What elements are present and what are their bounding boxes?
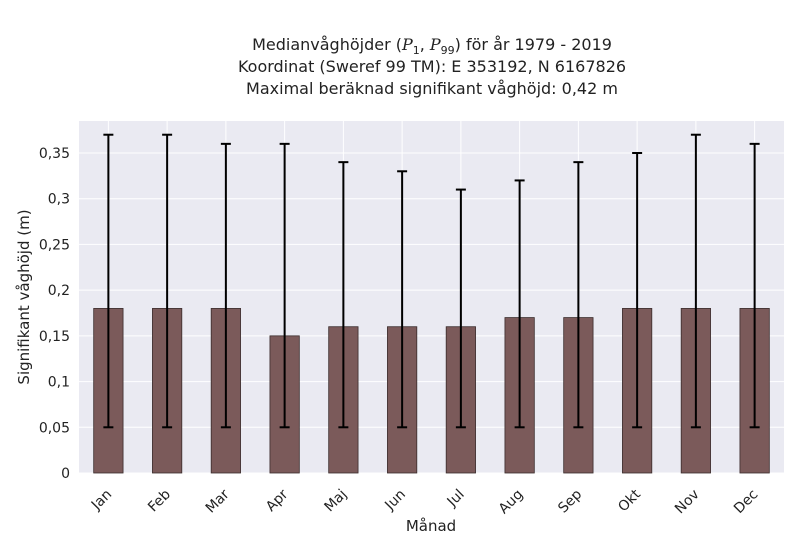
x-axis-label: Månad [405, 517, 457, 535]
x-tick-label: Apr [263, 486, 292, 515]
x-tick-label: Mar [203, 486, 233, 516]
x-tick-label: Sep [555, 486, 585, 516]
y-tick-label: 0,3 [48, 192, 70, 208]
x-tick-label: Aug [496, 487, 527, 518]
x-tick-label: Nov [672, 487, 703, 518]
y-tick-label: 0 [61, 466, 70, 482]
y-tick-label: 0,25 [39, 237, 70, 253]
x-tick-label: Okt [615, 486, 644, 515]
y-tick-label: 0,15 [39, 329, 70, 345]
y-tick-label: 0,35 [39, 146, 70, 162]
x-tick-label: Dec [731, 487, 761, 517]
y-axis-label: Signifikant våghöjd (m) [15, 209, 33, 385]
x-tick-label: Jun [381, 487, 408, 514]
y-tick-label: 0,2 [48, 283, 70, 299]
chart-title-line-3: Maximal beräknad signifikant våghöjd: 0,… [246, 79, 618, 98]
y-tick-label: 0,05 [39, 420, 70, 436]
x-tick-label: Feb [145, 486, 174, 515]
y-tick-label: 0,1 [48, 375, 70, 391]
x-tick-label: Jan [88, 487, 115, 514]
plot-area [79, 121, 784, 473]
chart-title-line-1: Medianvåghöjder (P1, P99) för år 1979 - … [252, 35, 612, 58]
x-tick-label: Jul [444, 487, 468, 511]
x-tick-label: Maj [322, 487, 351, 516]
chart-title-line-2: Koordinat (Sweref 99 TM): E 353192, N 61… [237, 57, 627, 76]
